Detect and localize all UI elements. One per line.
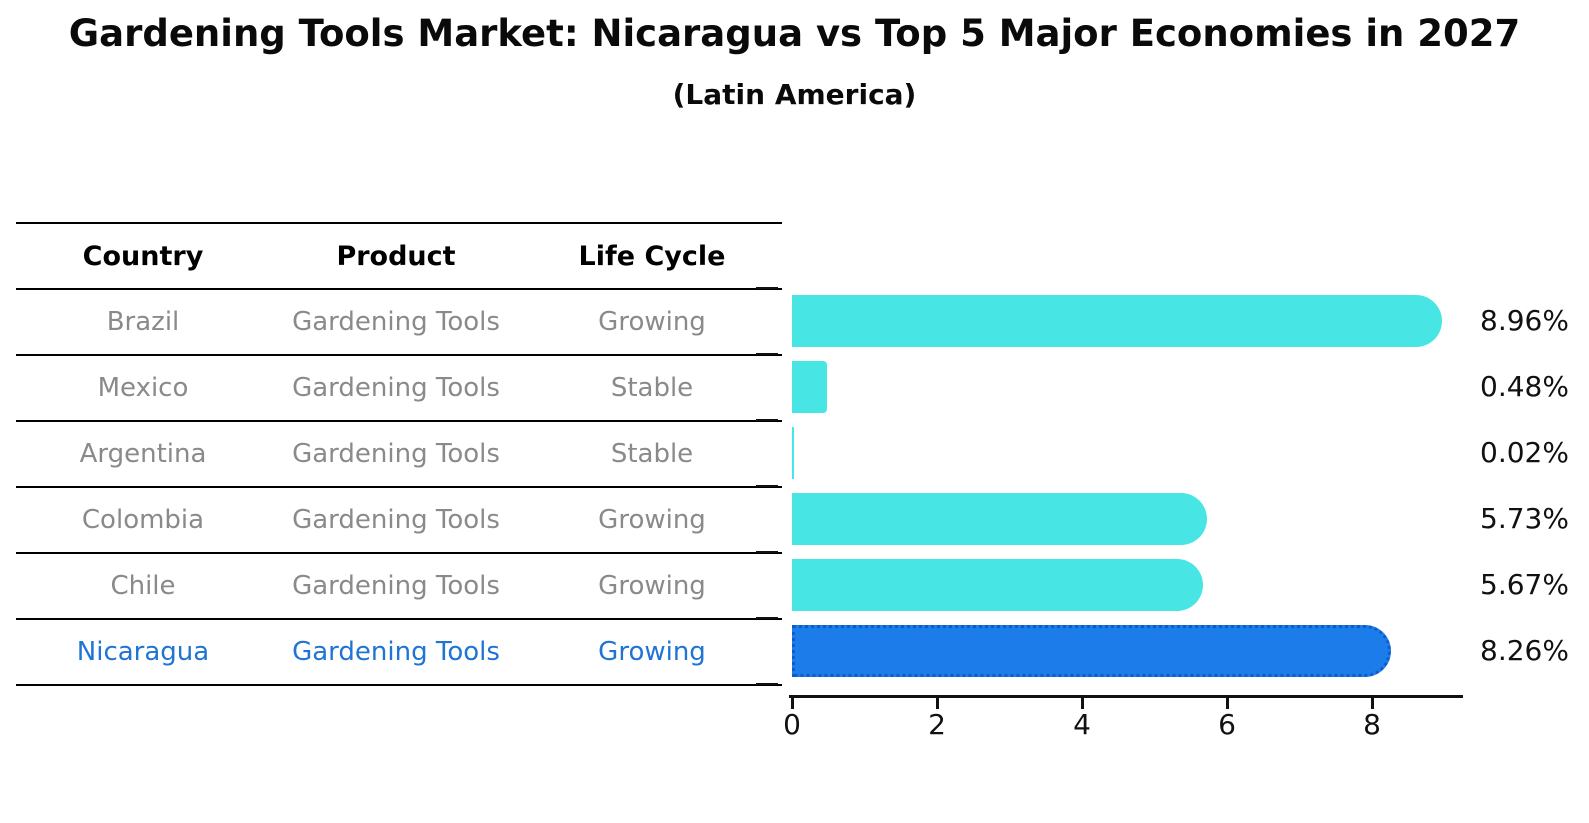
bar-argentina: [792, 427, 794, 479]
x-axis-spine: [789, 695, 1463, 698]
bar-brazil: [792, 295, 1442, 347]
cell-product: Gardening Tools: [292, 307, 500, 337]
cell-country: Colombia: [81, 505, 205, 535]
y-tick: [756, 485, 778, 487]
y-tick: [756, 551, 778, 553]
x-tick: [1081, 698, 1084, 709]
x-tick-label: 2: [928, 708, 946, 741]
bar-row-nicaragua: [792, 618, 1492, 684]
col-header-lifecycle: Life Cycle: [578, 240, 726, 272]
col-header-product: Product: [336, 240, 456, 272]
x-tick-label: 6: [1218, 708, 1236, 741]
value-label-chile: 5.67%: [1480, 568, 1569, 601]
cell-country: Mexico: [97, 373, 189, 403]
x-tick: [791, 698, 794, 709]
bar-row-brazil: [792, 288, 1492, 354]
cell-lifecycle: Stable: [610, 439, 694, 469]
bar-mexico: [792, 361, 827, 413]
bar-row-argentina: [792, 420, 1492, 486]
cell-lifecycle: Growing: [598, 505, 706, 535]
cell-lifecycle: Growing: [598, 307, 706, 337]
x-tick: [1371, 698, 1374, 709]
value-labels: 8.96% 0.48% 0.02% 5.73% 5.67% 8.26%: [1480, 288, 1589, 684]
cell-country: Nicaragua: [76, 637, 210, 667]
table-header-row: Country Product Life Cycle: [16, 222, 782, 290]
cell-lifecycle: Growing: [598, 637, 706, 667]
table-body: Brazil Gardening Tools Growing Mexico Ga…: [16, 290, 782, 686]
cell-product: Gardening Tools: [292, 637, 500, 667]
value-label-argentina: 0.02%: [1480, 436, 1569, 469]
bar-plot-area: [792, 288, 1492, 684]
cell-country: Argentina: [79, 439, 207, 469]
cell-lifecycle: Growing: [598, 571, 706, 601]
y-tick: [756, 287, 778, 289]
chart-subtitle: (Latin America): [672, 78, 917, 111]
bar-row-mexico: [792, 354, 1492, 420]
y-axis-ticks: [756, 287, 778, 686]
table-row: Nicaragua Gardening Tools Growing: [16, 620, 782, 686]
y-tick: [756, 617, 778, 619]
y-tick: [756, 419, 778, 421]
cell-product: Gardening Tools: [292, 571, 500, 601]
x-tick: [936, 698, 939, 709]
value-label-mexico: 0.48%: [1480, 370, 1569, 403]
cell-product: Gardening Tools: [292, 373, 500, 403]
chart-title: Gardening Tools Market: Nicaragua vs Top…: [68, 12, 1521, 55]
table-row: Argentina Gardening Tools Stable: [16, 422, 782, 488]
country-table: Country Product Life Cycle Brazil Garden…: [16, 222, 782, 686]
bar-nicaragua: [792, 625, 1391, 677]
bar-row-colombia: [792, 486, 1492, 552]
bar-chile: [792, 559, 1204, 611]
table-row: Chile Gardening Tools Growing: [16, 554, 782, 620]
value-label-brazil: 8.96%: [1480, 304, 1569, 337]
cell-product: Gardening Tools: [292, 505, 500, 535]
cell-country: Brazil: [106, 307, 180, 337]
table-row: Brazil Gardening Tools Growing: [16, 290, 782, 356]
value-label-nicaragua: 8.26%: [1480, 634, 1569, 667]
bar-colombia: [792, 493, 1208, 545]
value-label-colombia: 5.73%: [1480, 502, 1569, 535]
cell-country: Chile: [110, 571, 176, 601]
col-header-country: Country: [82, 240, 204, 272]
y-tick: [756, 353, 778, 355]
table-row: Mexico Gardening Tools Stable: [16, 356, 782, 422]
cell-lifecycle: Stable: [610, 373, 694, 403]
x-tick: [1226, 698, 1229, 709]
x-tick-label: 4: [1073, 708, 1091, 741]
x-tick-label: 8: [1363, 708, 1381, 741]
table-row: Colombia Gardening Tools Growing: [16, 488, 782, 554]
x-tick-label: 0: [783, 708, 801, 741]
y-tick: [756, 683, 778, 685]
bar-row-chile: [792, 552, 1492, 618]
cell-product: Gardening Tools: [292, 439, 500, 469]
